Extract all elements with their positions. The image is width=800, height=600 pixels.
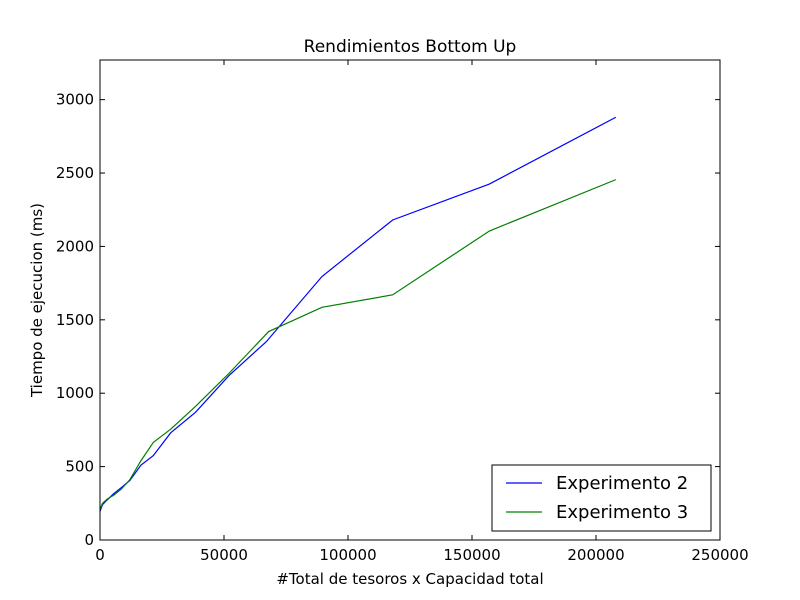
x-tick-label: 0 (95, 546, 105, 564)
y-tick-label: 2500 (56, 164, 94, 182)
x-tick-label: 50000 (200, 546, 248, 564)
x-axis-label: #Total de tesoros x Capacidad total (276, 570, 543, 588)
x-tick-label: 200000 (567, 546, 624, 564)
x-tick-label: 150000 (443, 546, 500, 564)
y-tick-label: 500 (65, 458, 94, 476)
y-tick-label: 0 (84, 531, 94, 549)
axes-frame (99, 59, 721, 541)
plot-area: 0 50000 100000 150000 200000 250000 0 500 1000 15… (56, 59, 749, 564)
legend: Experimento 2 Experimento 3 (491, 464, 712, 532)
x-tick-label: 250000 (691, 546, 748, 564)
chart-title: Rendimientos Bottom Up (304, 37, 517, 57)
legend-box (491, 464, 712, 532)
y-tick-label: 1500 (56, 311, 94, 329)
legend-label-2: Experimento 3 (556, 502, 688, 523)
legend-label-1: Experimento 2 (556, 473, 688, 494)
x-tick-label: 100000 (319, 546, 376, 564)
y-tick-label: 2000 (56, 237, 94, 255)
series-line-2 (99, 179, 617, 511)
y-tick-label: 3000 (56, 91, 94, 109)
y-tick-label: 1000 (56, 384, 94, 402)
y-axis-label: Tiempo de ejecucion (ms) (28, 203, 46, 398)
